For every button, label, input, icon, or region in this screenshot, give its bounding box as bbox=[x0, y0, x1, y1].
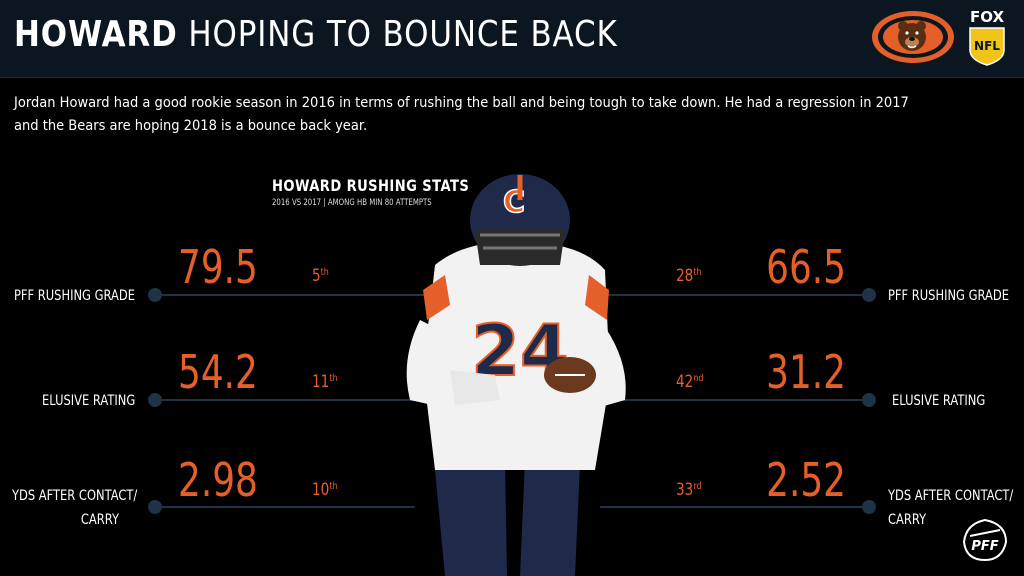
rank-number: 33 bbox=[676, 480, 694, 500]
stat-dot-left bbox=[148, 500, 162, 514]
rank-suffix: th bbox=[320, 267, 329, 278]
page-title: HOWARD HOPING TO BOUNCE BACK bbox=[14, 14, 618, 55]
rank-2017: 42nd bbox=[676, 372, 703, 392]
fox-nfl-logo: FOX NFL bbox=[964, 8, 1010, 66]
metric-label-left: ELUSIVE RATING bbox=[42, 393, 136, 409]
rank-number: 5 bbox=[312, 266, 321, 286]
rank-suffix: th bbox=[329, 481, 338, 492]
metric-label-line: CARRY bbox=[888, 512, 927, 528]
stat-line-right bbox=[590, 399, 870, 401]
rank-number: 11 bbox=[312, 372, 330, 392]
rank-2016: 10th bbox=[312, 480, 338, 500]
metric-label-right: YDS AFTER CONTACT/ CARRY bbox=[888, 484, 1013, 532]
title-rest: HOPING TO BOUNCE BACK bbox=[188, 14, 618, 55]
stat-dot-left bbox=[148, 393, 162, 407]
rank-suffix: nd bbox=[693, 373, 704, 384]
chart-title: HOWARD RUSHING STATS bbox=[272, 176, 470, 195]
stat-dot-right bbox=[862, 288, 876, 302]
metric-label-line: CARRY bbox=[80, 512, 119, 528]
rank-2016: 5th bbox=[312, 266, 329, 286]
pff-logo: PFF bbox=[962, 518, 1008, 562]
rank-2017: 33rd bbox=[676, 480, 702, 500]
metric-label-left: PFF RUSHING GRADE bbox=[14, 288, 135, 304]
stat-line-left bbox=[155, 399, 455, 401]
stat-dot-right bbox=[862, 500, 876, 514]
player-photo: 24 C bbox=[406, 174, 626, 576]
nfl-label: NFL bbox=[974, 39, 1000, 53]
nfl-shield-icon: NFL bbox=[969, 27, 1005, 66]
rank-number: 42 bbox=[676, 372, 694, 392]
stat-dot-left bbox=[148, 288, 162, 302]
value-2017: 31.2 bbox=[766, 345, 846, 399]
intro-text: Jordan Howard had a good rookie season i… bbox=[14, 95, 909, 134]
stat-line-left bbox=[155, 506, 415, 508]
value-2017: 66.5 bbox=[766, 240, 846, 294]
metric-label-right: PFF RUSHING GRADE bbox=[888, 288, 1009, 304]
value-2016: 2.98 bbox=[178, 453, 258, 507]
metric-label-line: YDS AFTER CONTACT/ bbox=[12, 488, 138, 504]
metric-label-line: YDS AFTER CONTACT/ bbox=[888, 488, 1014, 504]
svg-text:PFF: PFF bbox=[971, 539, 998, 554]
chart-subtitle: 2016 VS 2017 | AMONG HB MIN 80 ATTEMPTS bbox=[272, 198, 432, 208]
stat-line-right bbox=[600, 506, 870, 508]
rank-suffix: th bbox=[329, 373, 338, 384]
fox-label: FOX bbox=[969, 8, 1005, 26]
stat-dot-right bbox=[862, 393, 876, 407]
rank-suffix: th bbox=[693, 267, 702, 278]
stat-line-right bbox=[590, 294, 870, 296]
chicago-bears-logo bbox=[872, 11, 954, 63]
rank-2017: 28th bbox=[676, 266, 702, 286]
value-2017: 2.52 bbox=[766, 453, 846, 507]
title-bold: HOWARD bbox=[14, 14, 178, 55]
value-2016: 79.5 bbox=[178, 240, 258, 294]
rank-number: 28 bbox=[676, 266, 694, 286]
header-bar: HOWARD HOPING TO BOUNCE BACK FOX NFL bbox=[0, 0, 1024, 78]
stat-line-left bbox=[155, 294, 455, 296]
metric-label-left: YDS AFTER CONTACT/ CARRY bbox=[12, 484, 137, 532]
rank-2016: 11th bbox=[312, 372, 338, 392]
value-2016: 54.2 bbox=[178, 345, 258, 399]
rank-number: 10 bbox=[312, 480, 330, 500]
rank-suffix: rd bbox=[693, 481, 702, 492]
metric-label-right: ELUSIVE RATING bbox=[892, 393, 986, 409]
